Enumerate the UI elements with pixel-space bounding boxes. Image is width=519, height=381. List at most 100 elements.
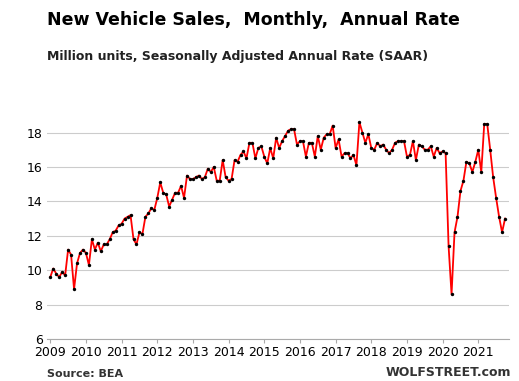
Point — [418, 143, 426, 149]
Point — [192, 174, 200, 180]
Point — [391, 140, 399, 146]
Point — [132, 241, 141, 247]
Point — [49, 266, 58, 272]
Point — [257, 143, 266, 149]
Point — [287, 126, 295, 132]
Point — [453, 214, 461, 220]
Point — [105, 236, 114, 242]
Point — [108, 229, 117, 235]
Point — [385, 150, 393, 156]
Point — [483, 121, 491, 127]
Point — [189, 176, 197, 182]
Point — [320, 134, 328, 141]
Point — [129, 236, 138, 242]
Point — [427, 143, 435, 149]
Point — [67, 252, 75, 258]
Point — [311, 154, 319, 160]
Point — [112, 227, 120, 234]
Point — [450, 229, 459, 235]
Point — [272, 134, 280, 141]
Point — [409, 138, 417, 144]
Point — [477, 169, 485, 175]
Point — [313, 133, 322, 139]
Point — [213, 178, 221, 184]
Point — [177, 183, 185, 189]
Point — [222, 174, 230, 180]
Point — [468, 169, 476, 175]
Point — [344, 150, 352, 156]
Point — [400, 138, 408, 144]
Point — [201, 174, 209, 180]
Point — [444, 243, 453, 249]
Point — [94, 240, 102, 246]
Point — [290, 126, 298, 132]
Point — [236, 152, 244, 158]
Point — [183, 173, 191, 179]
Point — [501, 216, 509, 222]
Point — [325, 131, 334, 137]
Point — [82, 250, 90, 256]
Point — [156, 179, 165, 186]
Point — [462, 159, 471, 165]
Point — [141, 214, 149, 220]
Point — [150, 207, 158, 213]
Point — [370, 147, 378, 153]
Point — [230, 157, 239, 163]
Point — [284, 128, 292, 134]
Point — [498, 229, 506, 235]
Point — [296, 138, 304, 144]
Point — [302, 154, 310, 160]
Point — [70, 286, 78, 292]
Point — [251, 155, 260, 162]
Point — [120, 216, 129, 222]
Point — [180, 195, 188, 201]
Point — [394, 138, 402, 144]
Point — [171, 190, 179, 196]
Point — [263, 160, 271, 166]
Point — [218, 157, 227, 163]
Point — [373, 140, 381, 146]
Point — [492, 195, 500, 201]
Point — [153, 195, 161, 201]
Point — [489, 174, 497, 180]
Text: Source: BEA: Source: BEA — [47, 369, 123, 379]
Text: New Vehicle Sales,  Monthly,  Annual Rate: New Vehicle Sales, Monthly, Annual Rate — [47, 11, 460, 29]
Point — [420, 147, 429, 153]
Point — [308, 140, 316, 146]
Point — [117, 221, 126, 227]
Point — [266, 145, 275, 151]
Point — [97, 248, 105, 255]
Point — [317, 147, 325, 153]
Point — [480, 121, 488, 127]
Point — [124, 214, 132, 220]
Point — [162, 191, 170, 197]
Point — [91, 247, 99, 253]
Point — [234, 159, 242, 165]
Text: WOLFSTREET.com: WOLFSTREET.com — [386, 366, 511, 379]
Point — [210, 164, 218, 170]
Point — [144, 210, 153, 216]
Point — [415, 141, 423, 147]
Point — [195, 173, 203, 179]
Point — [103, 241, 111, 247]
Point — [186, 176, 194, 182]
Point — [242, 155, 251, 162]
Point — [456, 188, 465, 194]
Point — [55, 274, 63, 280]
Point — [159, 190, 168, 196]
Point — [174, 190, 182, 196]
Point — [358, 130, 366, 136]
Point — [88, 236, 96, 242]
Point — [334, 136, 343, 142]
Point — [474, 147, 483, 153]
Point — [379, 141, 387, 147]
Point — [76, 250, 84, 256]
Point — [439, 148, 447, 154]
Point — [147, 205, 156, 211]
Point — [424, 147, 432, 153]
Point — [215, 178, 224, 184]
Point — [278, 138, 286, 144]
Point — [364, 131, 373, 137]
Point — [198, 176, 206, 182]
Point — [85, 262, 93, 268]
